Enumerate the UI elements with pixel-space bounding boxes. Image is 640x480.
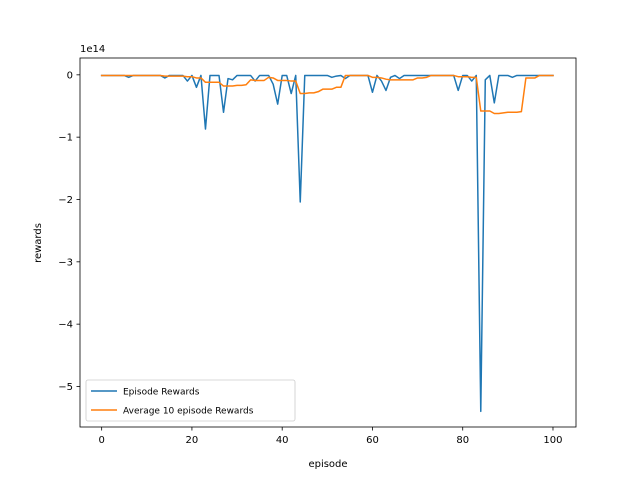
- x-tick-label: 20: [186, 435, 199, 446]
- y-tick-label: −1: [58, 133, 73, 144]
- y-tick-label: −5: [58, 382, 73, 393]
- y-tick-label: 0: [67, 70, 73, 81]
- x-axis-ticks: 0 20 40 60 80 100: [98, 427, 563, 446]
- legend: Episode Rewards Average 10 episode Rewar…: [85, 379, 296, 422]
- y-axis-label: rewards: [33, 223, 44, 263]
- legend-label-episode-rewards: Episode Rewards: [123, 388, 200, 398]
- plot-lines: [100, 74, 554, 413]
- x-tick-label: 100: [543, 435, 562, 446]
- y-axis-ticks: 0 −1 −2 −3 −4 −5: [58, 70, 80, 393]
- y-tick-label: −3: [58, 257, 73, 268]
- series-line-1: [100, 74, 554, 115]
- x-tick-label: 60: [366, 435, 379, 446]
- y-tick-label: −4: [58, 320, 73, 331]
- x-axis-label: episode: [308, 459, 347, 470]
- x-tick-label: 0: [98, 435, 104, 446]
- x-tick-label: 80: [456, 435, 469, 446]
- x-tick-label: 40: [276, 435, 289, 446]
- y-tick-label: −2: [58, 195, 73, 206]
- legend-label-average-rewards: Average 10 episode Rewards: [123, 407, 254, 417]
- legend-box: [85, 379, 296, 422]
- plot-frame: [79, 57, 577, 428]
- y-offset-label: 1e14: [80, 44, 105, 55]
